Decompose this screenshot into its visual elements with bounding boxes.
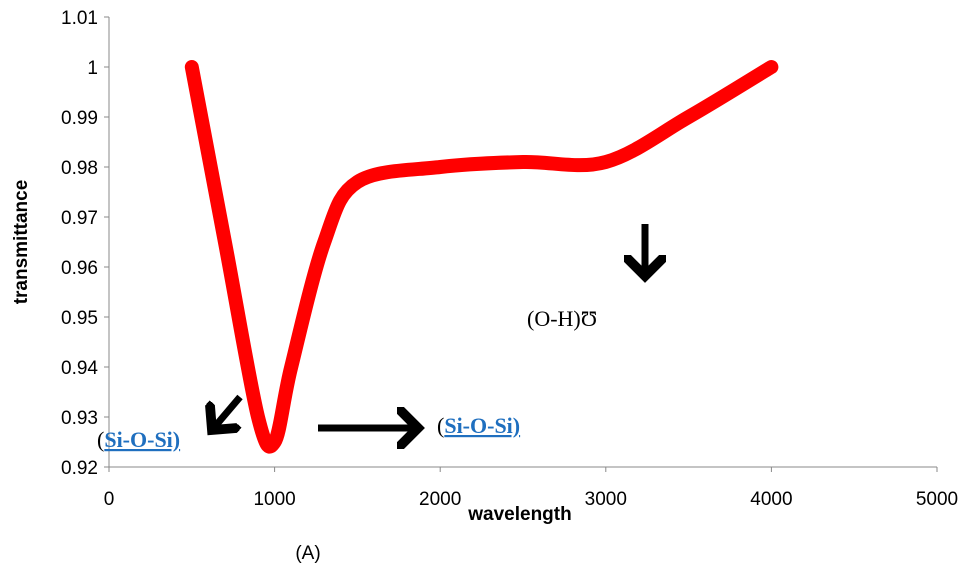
sios-right-text[interactable]: Si-O-Si) bbox=[444, 413, 520, 438]
y-tick-label: 1 bbox=[87, 58, 98, 79]
series-line bbox=[184, 60, 779, 454]
sios-right-paren: ( bbox=[437, 413, 444, 438]
oh-label: (O-H)Ʊ bbox=[527, 306, 597, 331]
x-axis-title: wavelength bbox=[467, 504, 571, 525]
y-axis-title: transmittance bbox=[11, 180, 32, 305]
x-tick-label: 2000 bbox=[419, 489, 461, 510]
sios-left-label: (Si-O-Si) bbox=[97, 427, 180, 452]
x-tick-label: 0 bbox=[104, 489, 115, 510]
x-tick-label: 4000 bbox=[750, 489, 792, 510]
sios-right-label: (Si-O-Si) bbox=[437, 413, 520, 438]
arrow-left-sios bbox=[212, 394, 243, 430]
figure-caption: (A) bbox=[295, 543, 320, 564]
y-tick-label: 0.99 bbox=[61, 108, 98, 129]
y-tick-label: 1.01 bbox=[61, 8, 98, 29]
y-tick-label: 0.92 bbox=[61, 458, 98, 479]
y-tick-label: 0.95 bbox=[61, 308, 98, 329]
x-tick-label: 5000 bbox=[916, 489, 958, 510]
x-tick-label: 1000 bbox=[253, 489, 295, 510]
x-tick-label: 3000 bbox=[585, 489, 627, 510]
y-tick-label: 0.94 bbox=[61, 358, 98, 379]
y-tick-label: 0.97 bbox=[61, 208, 98, 229]
y-tick-label: 0.93 bbox=[61, 408, 98, 429]
sios-left-text[interactable]: Si-O-Si) bbox=[104, 427, 180, 452]
y-tick-label: 0.96 bbox=[61, 258, 98, 279]
sios-left-paren: ( bbox=[97, 427, 104, 452]
y-tick-label: 0.98 bbox=[61, 158, 98, 179]
